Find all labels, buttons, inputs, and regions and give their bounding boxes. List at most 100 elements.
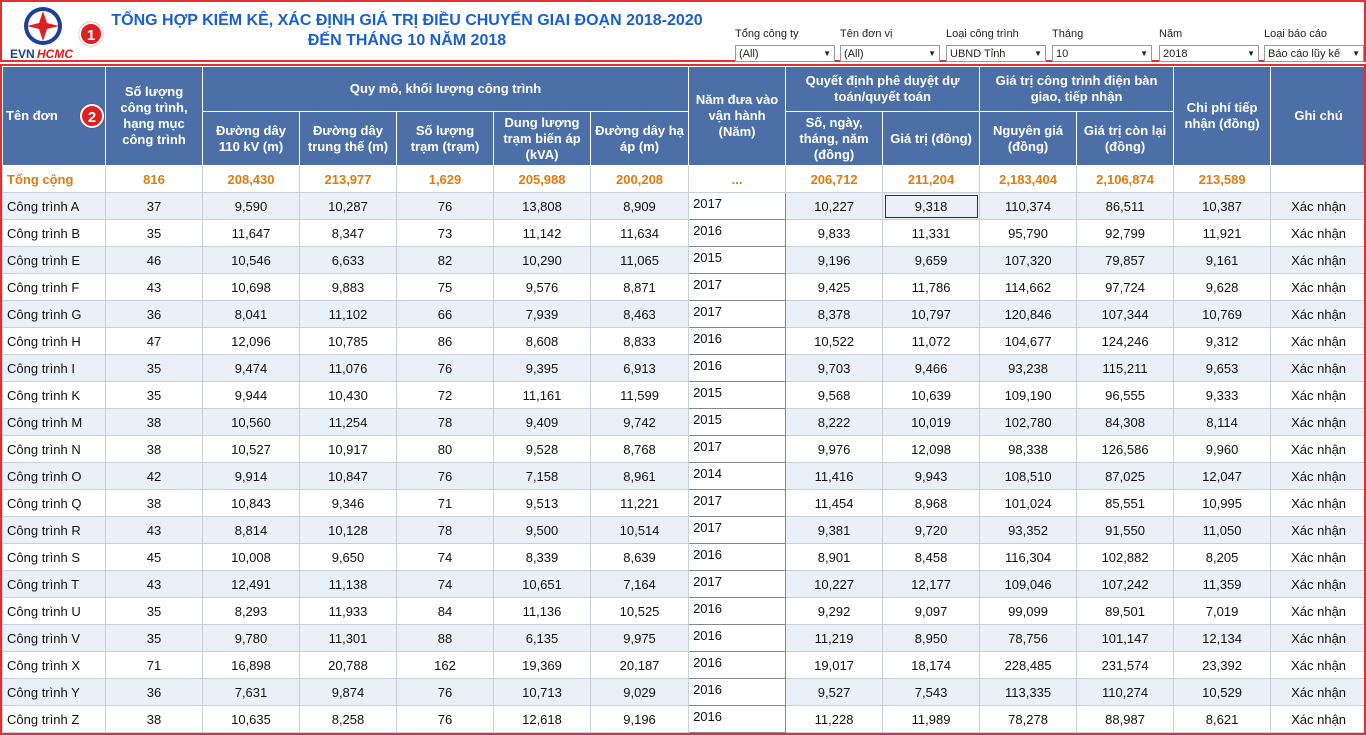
table-cell: 78 — [396, 516, 494, 544]
table-cell: Công trình G — [2, 300, 106, 328]
filter-select[interactable]: UBND Tỉnh — [946, 45, 1046, 62]
table-cell: 10,797 — [882, 300, 981, 328]
data-row: Công trình N 38 10,527 10,917 80 9,528 8,768 20… — [2, 435, 1364, 463]
table-cell: 10,995 — [1173, 489, 1272, 517]
filter: Loại báo cáo Báo cáo lũy kế — [1264, 28, 1364, 62]
table-cell: 102,780 — [979, 408, 1078, 436]
table-cell: 12,096 — [202, 327, 300, 355]
table-cell: 9,653 — [1173, 354, 1272, 382]
data-row: Công trình G 36 8,041 11,102 66 7,939 8,463 201… — [2, 300, 1364, 328]
data-row: Công trình X 71 16,898 20,788 162 19,369 20,18… — [2, 651, 1364, 679]
table-cell: Công trình I — [2, 354, 106, 382]
table-cell: 162 — [396, 651, 494, 679]
filter-select[interactable]: (All) — [735, 45, 835, 62]
table-cell: 18,174 — [882, 651, 981, 679]
table-head: Tên đơn Số lượng công trình, hạng mục côn… — [2, 66, 1364, 166]
table-cell: 10,698 — [202, 273, 300, 301]
table-cell: 46 — [105, 246, 203, 274]
title-line: TỔNG HỢP KIỂM KÊ, XÁC ĐỊNH GIÁ TRỊ ĐIỀU … — [111, 12, 703, 29]
table-cell: Xác nhận — [1270, 543, 1364, 571]
table-cell: 10,639 — [882, 381, 981, 409]
table-cell: 11,076 — [299, 354, 397, 382]
header-cell: Đường dây hạ áp (m) — [589, 111, 690, 166]
table-cell: 9,976 — [785, 435, 884, 463]
table-cell: 10,514 — [589, 516, 690, 544]
table-cell: 10,128 — [299, 516, 397, 544]
filter-select[interactable]: 2018 — [1159, 45, 1259, 62]
table-cell: 8,339 — [493, 543, 591, 571]
data-row: Công trình S 45 10,008 9,650 74 8,339 8,639 201… — [2, 543, 1364, 571]
total-cell: 213,589 — [1173, 165, 1272, 193]
table-cell: 11,065 — [589, 246, 690, 274]
total-cell: 213,977 — [299, 165, 397, 193]
data-row: Công trình I 35 9,474 11,076 76 9,395 6,913 201… — [2, 354, 1364, 382]
table-cell: 2016 — [688, 651, 787, 679]
table-cell: Công trình T — [2, 570, 106, 598]
table-cell: 2015 — [688, 408, 787, 436]
title-line: ĐẾN THÁNG 10 NĂM 2018 — [307, 32, 507, 49]
table-cell: 7,019 — [1173, 597, 1272, 625]
table-cell: Công trình N — [2, 435, 106, 463]
table-cell: 78,756 — [979, 624, 1078, 652]
table-cell: 9,409 — [493, 408, 591, 436]
table-cell: 102,882 — [1076, 543, 1175, 571]
table-cell: 20,187 — [589, 651, 690, 679]
table-cell: Xác nhận — [1270, 570, 1364, 598]
table-cell: 10,430 — [299, 381, 397, 409]
logo-text: HCMC — [37, 47, 73, 61]
data-row: Công trình M 38 10,560 11,254 78 9,409 9,742 20… — [2, 408, 1364, 436]
data-row: Công trình O 42 9,914 10,847 76 7,158 8,961 201… — [2, 462, 1364, 490]
data-row: Công trình Y 36 7,631 9,874 76 10,713 9,029 201… — [2, 678, 1364, 706]
table-cell: 8,814 — [202, 516, 300, 544]
filter-select[interactable]: 10 — [1052, 45, 1152, 62]
table-cell: 2014 — [688, 462, 787, 490]
table-cell: 88,987 — [1076, 705, 1175, 733]
table-cell: 12,618 — [493, 705, 591, 733]
filter-select[interactable]: (All) — [840, 45, 940, 62]
table-cell: 2015 — [688, 381, 787, 409]
table-cell: 9,466 — [882, 354, 981, 382]
table-cell: 38 — [105, 705, 203, 733]
table-cell: 8,833 — [589, 327, 690, 355]
table-cell: Công trình Y — [2, 678, 106, 706]
table-cell: 38 — [105, 408, 203, 436]
header-cell: Quyết định phê duyệt dự toán/quyết toán — [785, 66, 981, 112]
table-cell: 38 — [105, 489, 203, 517]
table-cell: 98,338 — [979, 435, 1078, 463]
filter-select[interactable]: Báo cáo lũy kế — [1264, 45, 1364, 62]
table-cell: 7,158 — [493, 462, 591, 490]
table-cell: 99,099 — [979, 597, 1078, 625]
table-cell: 2016 — [688, 327, 787, 355]
table-cell: 2017 — [688, 300, 787, 328]
table-cell: 72 — [396, 381, 494, 409]
table-cell: 2015 — [688, 246, 787, 274]
table-cell: 11,161 — [493, 381, 591, 409]
table-cell: 45 — [105, 543, 203, 571]
table-cell: 8,458 — [882, 543, 981, 571]
table-cell: 9,576 — [493, 273, 591, 301]
header-cell: Năm đưa vào vận hành (Năm) — [688, 66, 787, 166]
table-cell: 97,724 — [1076, 273, 1175, 301]
table-cell: 2016 — [688, 543, 787, 571]
table-cell: 8,378 — [785, 300, 884, 328]
table-cell: 76 — [396, 678, 494, 706]
table-cell: 228,485 — [979, 651, 1078, 679]
table-cell: Công trình S — [2, 543, 106, 571]
table: Tên đơn Số lượng công trình, hạng mục côn… — [2, 66, 1364, 733]
total-cell: 200,208 — [589, 165, 690, 193]
table-cell: 76 — [396, 705, 494, 733]
table-cell: 43 — [105, 516, 203, 544]
table-cell: 11,359 — [1173, 570, 1272, 598]
table-cell: 11,331 — [882, 219, 981, 247]
table-cell: 8,347 — [299, 219, 397, 247]
table-cell: 11,219 — [785, 624, 884, 652]
table-cell: 9,914 — [202, 462, 300, 490]
table-cell: Xác nhận — [1270, 435, 1364, 463]
table-cell: 84,308 — [1076, 408, 1175, 436]
filter-label: Năm — [1159, 28, 1183, 40]
table-cell: Công trình K — [2, 381, 106, 409]
data-row: Công trình Q 38 10,843 9,346 71 9,513 11,221 20… — [2, 489, 1364, 517]
table-cell: 2016 — [688, 219, 787, 247]
data-row: Công trình H 47 12,096 10,785 86 8,608 8,833 20… — [2, 327, 1364, 355]
table-cell: 86 — [396, 327, 494, 355]
